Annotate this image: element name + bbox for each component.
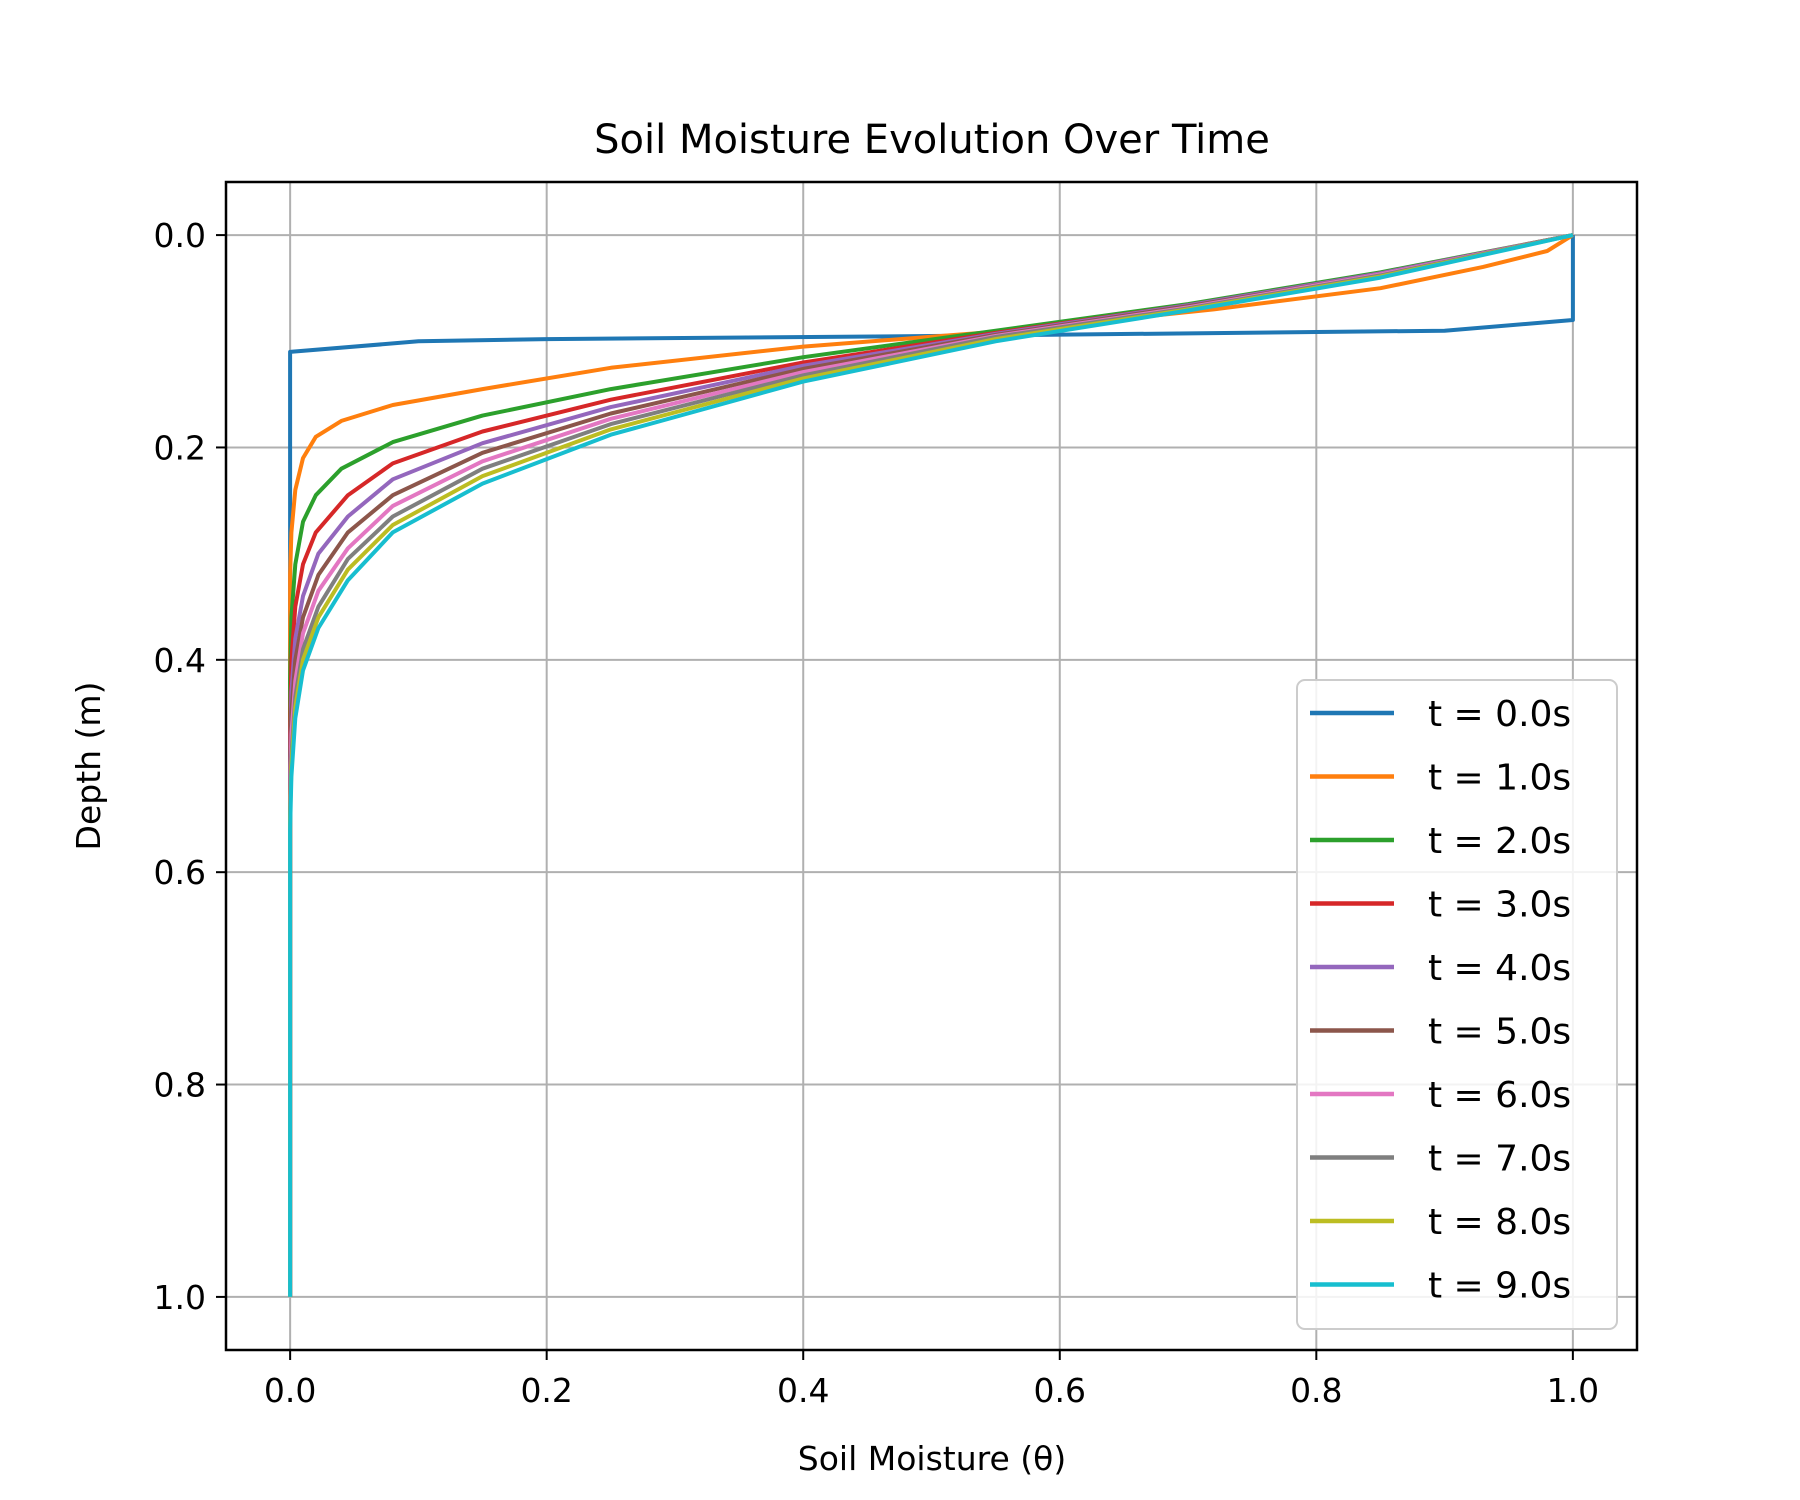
x-tick-label: 0.2 <box>520 1371 572 1410</box>
x-tick-label: 1.0 <box>1547 1371 1599 1410</box>
series-line-t1 <box>288 233 1574 1297</box>
legend-label: t = 0.0s <box>1428 694 1571 735</box>
y-tick-label: 0.4 <box>154 641 206 680</box>
legend-label: t = 6.0s <box>1428 1075 1571 1116</box>
legend-label: t = 4.0s <box>1428 948 1571 989</box>
x-tick-label: 0.6 <box>1034 1371 1086 1410</box>
legend-label: t = 5.0s <box>1428 1012 1571 1053</box>
legend-label: t = 7.0s <box>1428 1139 1571 1180</box>
y-axis-label: Depth (m) <box>69 682 108 851</box>
x-tick-label: 0.8 <box>1290 1371 1342 1410</box>
y-tick-label: 1.0 <box>154 1278 206 1317</box>
legend-label: t = 1.0s <box>1428 758 1571 799</box>
legend-label: t = 9.0s <box>1428 1266 1571 1307</box>
x-axis-label: Soil Moisture (θ) <box>798 1439 1066 1478</box>
plot-frame <box>224 180 1639 1352</box>
y-tick-label: 0.0 <box>154 216 206 255</box>
chart-title: Soil Moisture Evolution Over Time <box>594 117 1270 163</box>
y-tick-label: 0.8 <box>154 1066 206 1105</box>
legend-label: t = 8.0s <box>1428 1202 1571 1243</box>
legend: t = 0.0s t = 1.0s t = 2.0s t = 3.0s t = 4.0s… <box>1296 679 1618 1330</box>
x-tick-label: 0.0 <box>264 1371 316 1410</box>
y-tick-label: 0.6 <box>154 853 206 892</box>
series-line-t9 <box>288 233 1574 1297</box>
series-line-t0 <box>288 235 1575 1297</box>
legend-label: t = 2.0s <box>1428 821 1571 862</box>
x-tick-label: 0.4 <box>777 1371 829 1410</box>
legend-label: t = 3.0s <box>1428 885 1571 926</box>
series-lines <box>288 233 1575 1297</box>
axis-ticks: 0.0 0.2 0.4 0.6 0.8 1.0 0.0 0.2 0.4 0.6 0.8 1.0 <box>154 216 1600 1410</box>
y-tick-label: 0.2 <box>154 428 206 467</box>
